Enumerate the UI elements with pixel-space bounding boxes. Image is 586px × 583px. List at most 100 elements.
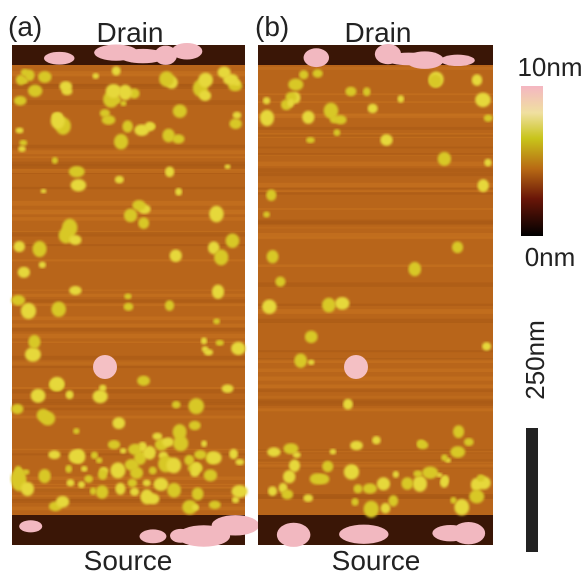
texture: [258, 182, 493, 188]
particle: [148, 466, 157, 475]
particle: [302, 110, 315, 124]
texture: [12, 200, 245, 206]
particle: [351, 498, 359, 506]
texture: [258, 153, 493, 156]
particle: [38, 71, 52, 83]
particle: [51, 157, 59, 164]
particle: [10, 469, 27, 488]
particle: [11, 295, 26, 306]
particle: [70, 179, 87, 192]
texture: [12, 161, 245, 167]
texture: [258, 134, 493, 137]
particle: [322, 460, 334, 473]
texture: [258, 93, 493, 96]
particle: [80, 465, 88, 472]
particle: [14, 465, 22, 474]
particle: [182, 499, 198, 515]
particle: [146, 493, 160, 505]
texture: [258, 219, 493, 224]
particle: [68, 165, 85, 178]
particle: [483, 114, 493, 122]
particle: [401, 477, 414, 490]
texture: [12, 169, 245, 174]
panel-label: (a): [8, 11, 42, 42]
particle: [342, 398, 353, 410]
particle: [123, 208, 138, 223]
particle: [463, 437, 474, 447]
texture: [258, 190, 493, 192]
particle: [128, 443, 143, 456]
particle: [306, 137, 315, 144]
particle: [124, 293, 132, 300]
particle: [224, 164, 231, 170]
particle: [129, 487, 140, 496]
afm-image-b: [258, 44, 493, 547]
texture: [258, 458, 493, 462]
particle: [221, 384, 234, 393]
particle: [142, 479, 151, 487]
texture: [258, 368, 493, 373]
electrode-grain: [280, 524, 304, 540]
particle: [20, 302, 37, 320]
source-label: Source: [332, 545, 421, 576]
particle: [40, 411, 56, 426]
particle: [266, 189, 277, 201]
particle: [138, 217, 150, 229]
particle: [416, 439, 426, 448]
particle: [207, 451, 222, 465]
texture: [12, 299, 245, 303]
texture: [12, 341, 245, 344]
particle: [453, 425, 465, 439]
particle: [214, 249, 229, 266]
texture: [258, 264, 493, 268]
texture: [12, 333, 245, 339]
particle: [27, 84, 43, 97]
texture: [258, 208, 493, 210]
texture: [258, 126, 493, 130]
afm-image-a: [10, 43, 260, 547]
particle: [69, 285, 82, 296]
particle: [333, 129, 341, 137]
particle: [231, 484, 248, 498]
particle: [51, 301, 66, 318]
texture: [258, 282, 493, 287]
electrode-grain: [211, 515, 260, 536]
texture: [258, 494, 493, 499]
particle: [267, 447, 281, 457]
particle: [235, 458, 245, 466]
particle: [164, 166, 175, 178]
particle: [184, 454, 195, 466]
texture: [258, 408, 493, 412]
texture: [258, 192, 493, 195]
particle: [28, 334, 41, 349]
drain-label: Drain: [97, 17, 164, 48]
particle: [114, 175, 124, 184]
particle: [376, 477, 391, 491]
particle: [217, 66, 231, 79]
particle: [475, 92, 491, 108]
particle: [450, 496, 457, 504]
particle: [115, 482, 126, 495]
texture: [258, 113, 493, 117]
particle: [413, 470, 423, 478]
texture: [12, 402, 245, 406]
texture: [258, 359, 493, 364]
particle: [267, 486, 278, 497]
particle: [334, 296, 350, 310]
particle: [213, 318, 221, 325]
particle: [367, 103, 378, 114]
texture: [258, 398, 493, 404]
colorbar-max: 10nm: [517, 52, 582, 82]
particle: [171, 400, 181, 409]
particle: [436, 472, 443, 478]
particle: [208, 500, 221, 510]
particle: [95, 485, 109, 499]
texture: [258, 172, 493, 177]
particle: [304, 330, 318, 344]
particle: [322, 297, 336, 313]
particle: [329, 448, 337, 455]
texture: [12, 361, 245, 366]
particle: [172, 134, 185, 144]
electrode-grain: [303, 48, 330, 68]
